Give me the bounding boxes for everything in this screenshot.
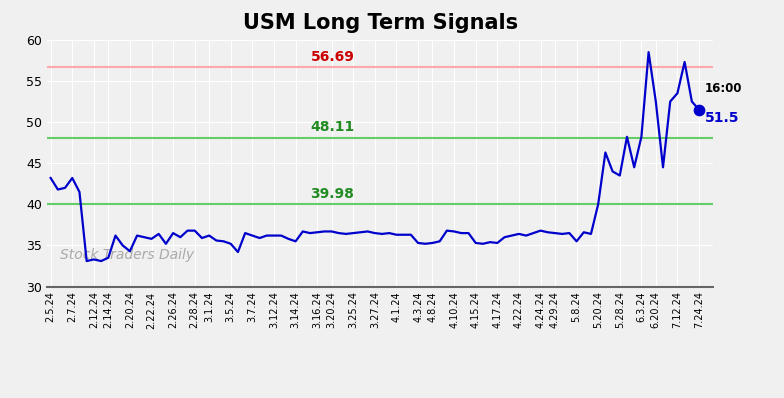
Text: 51.5: 51.5 — [705, 111, 739, 125]
Text: Stock Traders Daily: Stock Traders Daily — [60, 248, 194, 262]
Text: 56.69: 56.69 — [310, 50, 354, 64]
Text: 16:00: 16:00 — [705, 82, 742, 95]
Text: 39.98: 39.98 — [310, 187, 354, 201]
Text: 48.11: 48.11 — [310, 120, 354, 134]
Point — [693, 107, 706, 113]
Title: USM Long Term Signals: USM Long Term Signals — [243, 13, 517, 33]
